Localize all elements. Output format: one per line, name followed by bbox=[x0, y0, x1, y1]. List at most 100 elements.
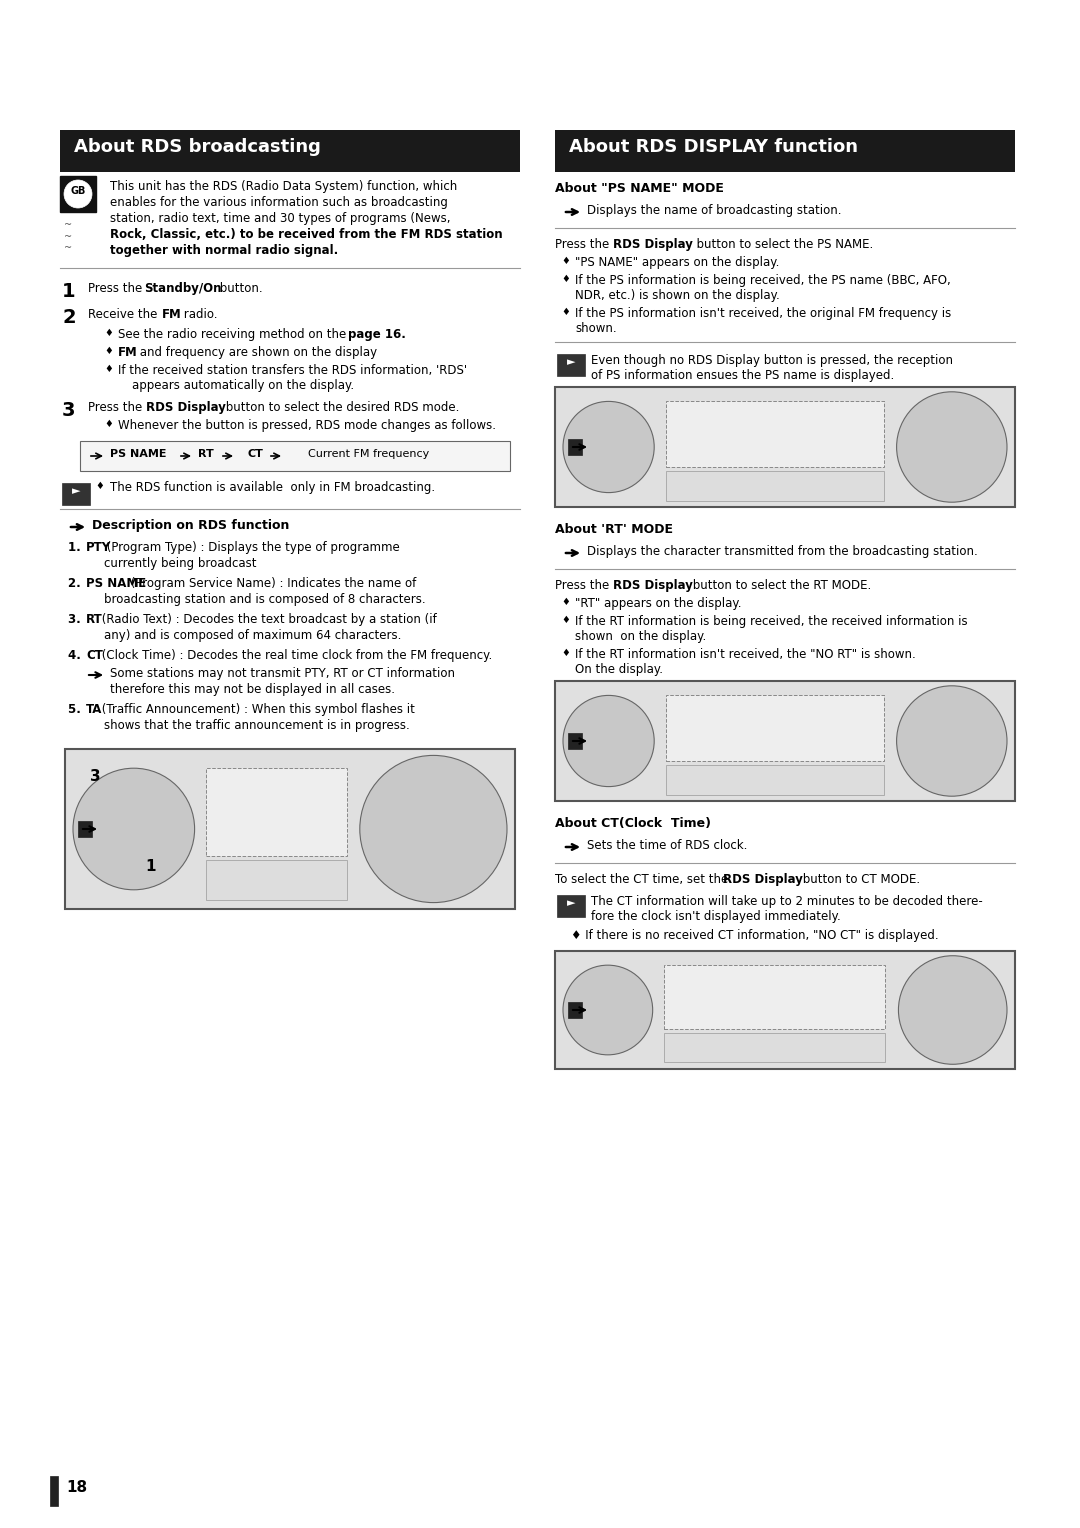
Text: If the received station transfers the RDS information, 'RDS': If the received station transfers the RD… bbox=[118, 364, 468, 377]
Bar bbox=[568, 1002, 582, 1018]
Circle shape bbox=[64, 180, 92, 208]
Text: enables for the various information such as broadcasting: enables for the various information such… bbox=[110, 196, 448, 209]
Text: Even though no RDS Display button is pressed, the reception: Even though no RDS Display button is pre… bbox=[591, 354, 953, 367]
Bar bbox=[568, 439, 582, 455]
Bar bbox=[555, 681, 1015, 801]
Circle shape bbox=[563, 402, 654, 492]
Text: RDS Display: RDS Display bbox=[723, 872, 802, 886]
Bar bbox=[60, 130, 519, 173]
Bar bbox=[206, 860, 347, 900]
Text: of PS information ensues the PS name is displayed.: of PS information ensues the PS name is … bbox=[591, 368, 894, 382]
Text: (Radio Text) : Decodes the text broadcast by a station (if: (Radio Text) : Decodes the text broadcas… bbox=[97, 613, 436, 626]
Bar bbox=[62, 483, 90, 504]
Text: About CT(Clock  Time): About CT(Clock Time) bbox=[555, 817, 711, 830]
Bar bbox=[60, 176, 96, 212]
Text: button.: button. bbox=[216, 283, 262, 295]
Text: NDR, etc.) is shown on the display.: NDR, etc.) is shown on the display. bbox=[575, 289, 780, 303]
Text: broadcasting station and is composed of 8 characters.: broadcasting station and is composed of … bbox=[104, 593, 426, 607]
Text: About "PS NAME" MODE: About "PS NAME" MODE bbox=[555, 182, 724, 196]
Text: button to select the PS NAME.: button to select the PS NAME. bbox=[689, 238, 874, 251]
Text: PTY: PTY bbox=[86, 541, 111, 555]
Text: currently being broadcast: currently being broadcast bbox=[104, 558, 257, 570]
Text: PS NAME: PS NAME bbox=[86, 578, 146, 590]
Text: shown  on the display.: shown on the display. bbox=[575, 630, 706, 643]
Text: If the RT information isn't received, the "NO RT" is shown.: If the RT information isn't received, th… bbox=[575, 648, 916, 662]
Text: shows that the traffic announcement is in progress.: shows that the traffic announcement is i… bbox=[104, 720, 409, 732]
Bar bbox=[557, 895, 585, 917]
Text: 18: 18 bbox=[66, 1481, 87, 1494]
Text: radio.: radio. bbox=[180, 309, 217, 321]
Bar bbox=[557, 354, 585, 376]
Bar bbox=[666, 400, 885, 468]
Text: This unit has the RDS (Radio Data System) function, which: This unit has the RDS (Radio Data System… bbox=[110, 180, 457, 193]
Text: (Program Type) : Displays the type of programme: (Program Type) : Displays the type of pr… bbox=[104, 541, 401, 555]
Text: ♦: ♦ bbox=[104, 329, 112, 338]
Circle shape bbox=[896, 686, 1007, 796]
Circle shape bbox=[896, 391, 1007, 503]
Bar bbox=[666, 766, 885, 795]
Text: button to select the desired RDS mode.: button to select the desired RDS mode. bbox=[222, 400, 459, 414]
Text: 3.: 3. bbox=[68, 613, 85, 626]
Text: 4.: 4. bbox=[68, 649, 85, 662]
Circle shape bbox=[563, 695, 654, 787]
Bar bbox=[80, 442, 510, 471]
Text: together with normal radio signal.: together with normal radio signal. bbox=[110, 244, 338, 257]
Text: 3: 3 bbox=[90, 769, 100, 784]
Bar bbox=[664, 966, 885, 1028]
Bar bbox=[65, 749, 515, 909]
Text: 1.: 1. bbox=[68, 541, 85, 555]
Text: 5.: 5. bbox=[68, 703, 85, 717]
Text: On the display.: On the display. bbox=[575, 663, 663, 675]
Bar bbox=[555, 387, 1015, 507]
Text: ♦: ♦ bbox=[561, 257, 570, 266]
Text: About RDS DISPLAY function: About RDS DISPLAY function bbox=[569, 138, 858, 156]
Text: CT: CT bbox=[248, 449, 264, 458]
Text: button to select the RT MODE.: button to select the RT MODE. bbox=[689, 579, 872, 591]
Text: "PS NAME" appears on the display.: "PS NAME" appears on the display. bbox=[575, 257, 780, 269]
Circle shape bbox=[899, 955, 1007, 1065]
Text: FM: FM bbox=[118, 345, 138, 359]
Text: TA: TA bbox=[86, 703, 103, 717]
Text: ♦: ♦ bbox=[96, 481, 108, 490]
Text: Description on RDS function: Description on RDS function bbox=[92, 520, 289, 532]
Text: Standby/On: Standby/On bbox=[144, 283, 221, 295]
Text: (Traffic Announcement) : When this symbol flashes it: (Traffic Announcement) : When this symbo… bbox=[97, 703, 415, 717]
Text: any) and is composed of maximum 64 characters.: any) and is composed of maximum 64 chara… bbox=[104, 630, 402, 642]
Text: The RDS function is available  only in FM broadcasting.: The RDS function is available only in FM… bbox=[110, 481, 435, 494]
Bar bbox=[568, 733, 582, 749]
Text: Press the: Press the bbox=[555, 579, 613, 591]
Bar bbox=[50, 1476, 58, 1507]
Text: If the PS information is being received, the PS name (BBC, AFO,: If the PS information is being received,… bbox=[575, 274, 950, 287]
Text: RDS Display: RDS Display bbox=[146, 400, 226, 414]
Text: RT: RT bbox=[86, 613, 103, 626]
Text: If the PS information isn't received, the original FM frequency is: If the PS information isn't received, th… bbox=[575, 307, 951, 319]
Text: Press the: Press the bbox=[87, 283, 146, 295]
Text: Press the: Press the bbox=[87, 400, 146, 414]
Text: 2: 2 bbox=[62, 309, 76, 327]
Text: "RT" appears on the display.: "RT" appears on the display. bbox=[575, 597, 742, 610]
Text: Press the: Press the bbox=[555, 238, 613, 251]
Text: Receive the: Receive the bbox=[87, 309, 161, 321]
Text: ♦: ♦ bbox=[104, 419, 112, 429]
Text: ♦: ♦ bbox=[561, 648, 570, 659]
Circle shape bbox=[360, 755, 507, 903]
Text: Whenever the button is pressed, RDS mode changes as follows.: Whenever the button is pressed, RDS mode… bbox=[118, 419, 496, 432]
Text: If the RT information is being received, the received information is: If the RT information is being received,… bbox=[575, 614, 968, 628]
Text: FM: FM bbox=[162, 309, 181, 321]
Text: ►: ► bbox=[567, 358, 576, 367]
Text: RT: RT bbox=[198, 449, 214, 458]
Text: RDS Display: RDS Display bbox=[613, 579, 693, 591]
Text: appears automatically on the display.: appears automatically on the display. bbox=[132, 379, 354, 393]
Text: 3: 3 bbox=[62, 400, 76, 420]
Text: ♦ If there is no received CT information, "NO CT" is displayed.: ♦ If there is no received CT information… bbox=[571, 929, 939, 941]
Text: Rock, Classic, etc.) to be received from the FM RDS station: Rock, Classic, etc.) to be received from… bbox=[110, 228, 502, 241]
Text: (Program Service Name) : Indicates the name of: (Program Service Name) : Indicates the n… bbox=[126, 578, 416, 590]
Text: button to CT MODE.: button to CT MODE. bbox=[799, 872, 920, 886]
Text: therefore this may not be displayed in all cases.: therefore this may not be displayed in a… bbox=[110, 683, 395, 695]
Text: Some stations may not transmit PTY, RT or CT information: Some stations may not transmit PTY, RT o… bbox=[110, 668, 455, 680]
Bar bbox=[666, 471, 885, 501]
Text: 1: 1 bbox=[62, 283, 76, 301]
Text: About RDS broadcasting: About RDS broadcasting bbox=[75, 138, 321, 156]
Text: and frequency are shown on the display: and frequency are shown on the display bbox=[136, 345, 377, 359]
Text: ♦: ♦ bbox=[104, 345, 112, 356]
